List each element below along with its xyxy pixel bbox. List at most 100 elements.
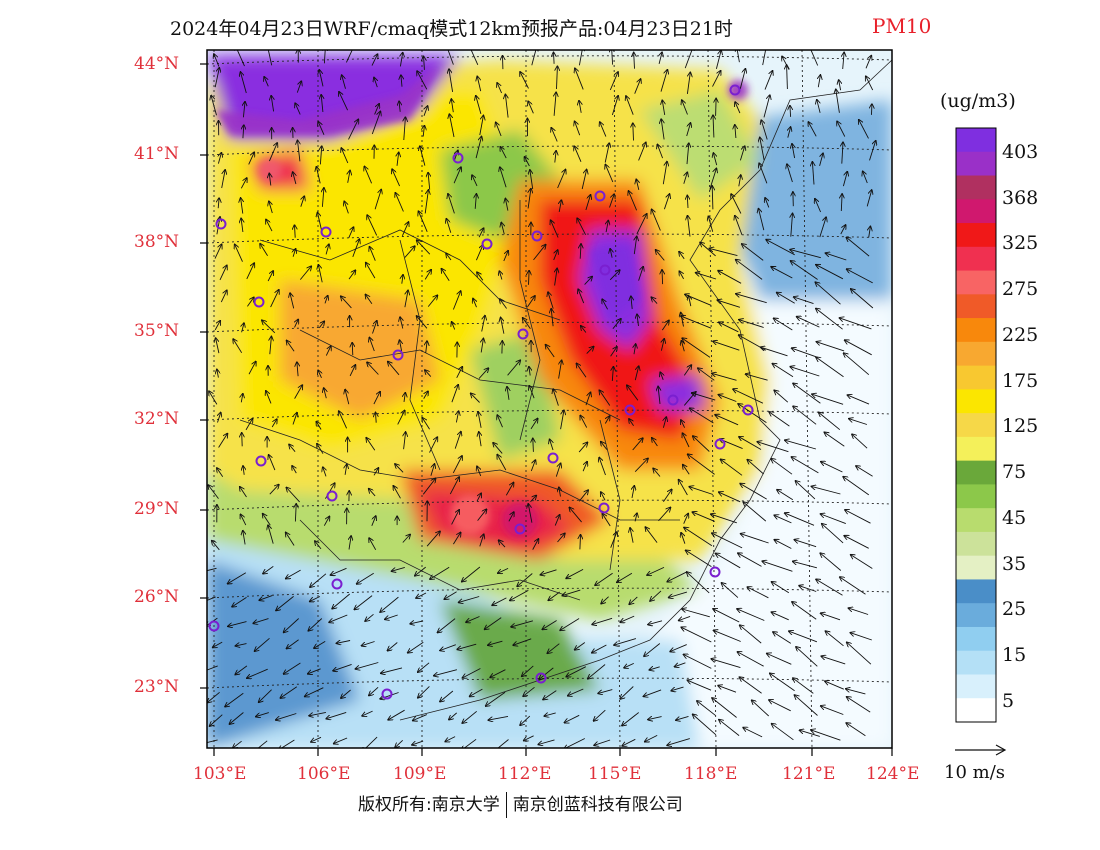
wind-arrow [462, 566, 481, 582]
wind-arrow [290, 293, 295, 309]
wind-arrow [210, 714, 223, 726]
colorbar-tick-label: 125 [1002, 415, 1039, 437]
wind-arrow [698, 368, 715, 381]
wind-arrow [722, 583, 739, 598]
wind-arrow [719, 720, 740, 736]
lon-label: 109°E [393, 764, 447, 784]
wind-arrow [466, 616, 480, 623]
wind-arrow [826, 631, 844, 647]
lon-label: 112°E [498, 764, 552, 784]
wind-arrow [365, 613, 374, 621]
wind-arrow [812, 486, 841, 495]
wind-arrow [636, 214, 647, 235]
wind-arrow [574, 146, 582, 162]
wind-arrow [395, 193, 404, 212]
wind-vectors [207, 50, 876, 748]
city-marker-icon [729, 84, 741, 96]
lat-label: 29°N [134, 499, 180, 519]
wind-arrow [271, 419, 277, 428]
wind-arrow [815, 282, 841, 305]
wind-arrow [397, 411, 405, 425]
wind-arrow [471, 393, 480, 403]
wind-reference-arrow [955, 744, 1007, 756]
wind-arrow [551, 309, 553, 327]
wind-arrow [423, 126, 424, 137]
pollutant-label: PM10 [872, 14, 932, 38]
wind-arrow [601, 442, 608, 450]
wind-arrow [671, 686, 684, 691]
wind-arrow [735, 216, 743, 236]
wind-arrow [633, 123, 634, 141]
wind-arrow [774, 540, 792, 549]
wind-arrow [505, 95, 508, 118]
wind-arrow [493, 739, 509, 748]
wind-arrow [847, 642, 872, 665]
wind-arrow [352, 343, 353, 356]
footer-divider [505, 792, 507, 818]
colorbar-tick-label: 45 [1002, 507, 1027, 529]
wind-arrow [496, 122, 502, 137]
wind-arrow [528, 504, 533, 523]
wind-arrow [503, 251, 508, 262]
wind-arrow [369, 338, 375, 352]
colorbar-tick-label: 15 [1002, 644, 1027, 666]
lat-label: 26°N [134, 587, 180, 607]
wind-arrow [718, 271, 742, 284]
wind-arrow [610, 249, 612, 258]
colorbar-band [956, 436, 996, 462]
wind-arrow [424, 57, 425, 70]
wind-arrow [493, 443, 503, 454]
wind-arrow [600, 122, 607, 137]
wind-arrow [452, 456, 462, 474]
wind-arrow [341, 689, 351, 698]
wind-arrow [453, 151, 458, 162]
wind-arrow [609, 270, 620, 281]
wind-arrow [821, 656, 846, 665]
wind-arrow [341, 296, 352, 309]
wind-arrow [370, 247, 376, 261]
wind-arrow [741, 534, 769, 544]
wind-arrow [792, 144, 795, 159]
colorbar-band [956, 223, 996, 248]
wind-arrow [399, 101, 400, 112]
wind-arrow [241, 72, 247, 94]
wind-arrow [796, 481, 816, 500]
wind-arrow [508, 512, 514, 522]
wind-arrow [719, 322, 739, 333]
wind-arrow [287, 639, 299, 649]
wind-arrow [472, 175, 478, 187]
wind-arrow [260, 244, 268, 257]
wind-arrow [772, 724, 794, 741]
wind-arrow [839, 80, 841, 91]
wind-arrow [430, 464, 435, 476]
wind-arrow [736, 260, 763, 280]
wind-arrow [713, 341, 740, 351]
wind-arrow [681, 533, 686, 544]
city-marker-icon [255, 455, 267, 467]
wind-arrow [511, 620, 534, 627]
wind-arrow [598, 689, 613, 694]
wind-arrow [372, 321, 377, 334]
wind-arrow [757, 442, 789, 453]
colorbar-tick-label: 368 [1002, 187, 1039, 209]
wind-arrow [362, 736, 378, 748]
wind-arrow [520, 72, 529, 89]
wind-arrow [692, 512, 715, 522]
wind-arrow [425, 370, 432, 377]
wind-arrow [236, 644, 247, 646]
wind-arrow [548, 591, 560, 600]
wind-arrow [836, 89, 840, 113]
city-marker-icon [326, 490, 338, 502]
wind-arrow [599, 390, 611, 406]
wind-arrow [248, 362, 256, 375]
wind-arrow [500, 167, 507, 188]
wind-arrow [564, 738, 586, 748]
city-marker-icon [208, 620, 220, 632]
colorbar-tick-label: 75 [1002, 461, 1027, 483]
wind-arrow [315, 541, 322, 550]
wind-arrow [539, 667, 554, 679]
wind-arrow [348, 171, 350, 183]
wind-arrow [599, 458, 606, 476]
wind-arrow [401, 75, 402, 87]
wind-arrow [685, 294, 712, 306]
